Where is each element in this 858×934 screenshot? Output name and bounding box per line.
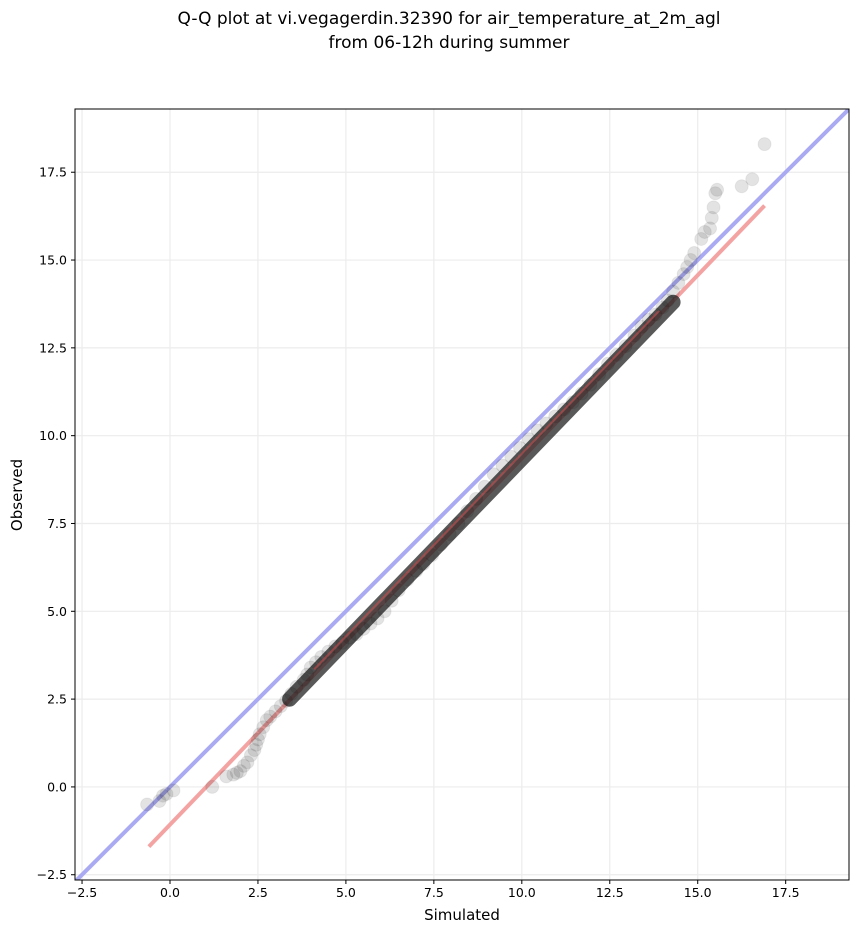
- quantile-point: [335, 635, 350, 650]
- quantile-point: [284, 686, 299, 701]
- quantile-point: [250, 732, 265, 747]
- x-tick-label: 12.5: [596, 885, 624, 900]
- quantile-point: [166, 783, 181, 798]
- quantile-point: [384, 593, 399, 608]
- quantile-point: [140, 797, 155, 812]
- quantile-point: [314, 649, 329, 664]
- quantile-point: [247, 743, 262, 758]
- quantile-point: [296, 672, 311, 687]
- chart-title-line-2: from 06-12h during summer: [329, 33, 570, 53]
- quantile-point: [548, 409, 563, 424]
- y-tick-label: 2.5: [47, 692, 67, 707]
- quantile-point: [273, 699, 288, 714]
- dense-quantile-band: [282, 294, 681, 707]
- quantile-point: [363, 616, 378, 631]
- axis-ticks: −2.5 0.0 2.5 5.0 7.5 10.0 12.5 15.0 17.5 −2.5 0.0 2…: [37, 165, 800, 900]
- quantile-point: [734, 179, 749, 194]
- quantile-point: [694, 231, 709, 246]
- quantile-point: [229, 765, 244, 780]
- y-tick-label: 5.0: [47, 604, 67, 619]
- quantile-point: [342, 630, 357, 645]
- quantile-point: [256, 720, 271, 735]
- quantile-point: [680, 260, 695, 275]
- quantile-point: [391, 583, 406, 598]
- quantile-point: [433, 537, 448, 552]
- fit-line-overlay: [313, 310, 660, 670]
- x-tick-label: 0.0: [160, 885, 180, 900]
- quantile-point: [289, 679, 304, 694]
- quantile-point: [226, 767, 241, 782]
- x-tick-label: 5.0: [336, 885, 356, 900]
- quantile-point: [703, 221, 718, 236]
- y-tick-label: 12.5: [39, 340, 67, 355]
- quantile-point: [370, 611, 385, 626]
- quantile-point: [300, 667, 315, 682]
- quantile-point: [539, 416, 554, 431]
- x-tick-label: 7.5: [424, 885, 444, 900]
- quantile-point: [706, 200, 721, 215]
- x-tick-label: 15.0: [684, 885, 712, 900]
- quantile-point: [321, 644, 336, 659]
- quantile-point: [259, 713, 274, 728]
- quantile-point: [666, 284, 681, 299]
- y-tick-label: 15.0: [39, 253, 67, 268]
- quantile-point: [708, 186, 723, 201]
- y-tick-label: 7.5: [47, 516, 67, 531]
- quantile-point: [236, 758, 251, 773]
- quantile-point: [240, 755, 255, 770]
- plot-area: [75, 109, 849, 880]
- quantile-point: [268, 704, 283, 719]
- x-tick-label: 10.0: [508, 885, 536, 900]
- y-axis-label: Observed: [8, 459, 26, 531]
- x-tick-label: 17.5: [772, 885, 800, 900]
- quantile-point: [159, 786, 174, 801]
- quantile-point: [152, 793, 167, 808]
- quantile-point: [655, 300, 670, 315]
- quantile-point: [634, 319, 649, 334]
- quantile-point: [697, 224, 712, 239]
- quantile-point: [757, 137, 772, 152]
- quantile-point: [671, 275, 686, 290]
- quantile-point: [745, 172, 760, 187]
- quantile-point: [641, 312, 656, 327]
- quantile-point: [486, 467, 501, 482]
- quantile-point: [710, 182, 725, 197]
- quantile-point: [252, 727, 267, 742]
- quantile-point: [704, 210, 719, 225]
- quantile-point: [243, 748, 258, 763]
- quantile-point: [565, 395, 580, 410]
- y-tick-label: 10.0: [39, 428, 67, 443]
- quantile-point: [249, 737, 264, 752]
- y-tick-label: −2.5: [37, 867, 67, 882]
- quantile-point: [469, 491, 484, 506]
- quantile-point: [583, 377, 598, 392]
- y-tick-label: 0.0: [47, 779, 67, 794]
- x-axis-label: Simulated: [424, 906, 500, 924]
- quantile-point: [233, 764, 248, 779]
- identity-line: [75, 109, 849, 880]
- quantile-point: [279, 693, 294, 708]
- plot-frame: [74, 108, 850, 881]
- quantile-point: [155, 788, 170, 803]
- quantile-point: [377, 604, 392, 619]
- quantile-point: [687, 246, 702, 261]
- quantile-point: [574, 386, 589, 401]
- x-tick-label: −2.5: [67, 885, 97, 900]
- quantile-point: [263, 709, 278, 724]
- quantile-point: [660, 293, 675, 308]
- quantile-point: [205, 779, 220, 794]
- quantile-point: [356, 621, 371, 636]
- x-tick-label: 2.5: [248, 885, 268, 900]
- quantile-point: [219, 769, 234, 784]
- y-tick-label: 17.5: [39, 165, 67, 180]
- quantile-point: [683, 253, 698, 268]
- quantile-point: [349, 627, 364, 642]
- chart-title-line-1: Q-Q plot at vi.vegagerdin.32390 for air_…: [177, 9, 720, 29]
- quantile-point: [425, 548, 440, 563]
- quantile-point: [676, 267, 691, 282]
- quantile-point: [451, 516, 466, 531]
